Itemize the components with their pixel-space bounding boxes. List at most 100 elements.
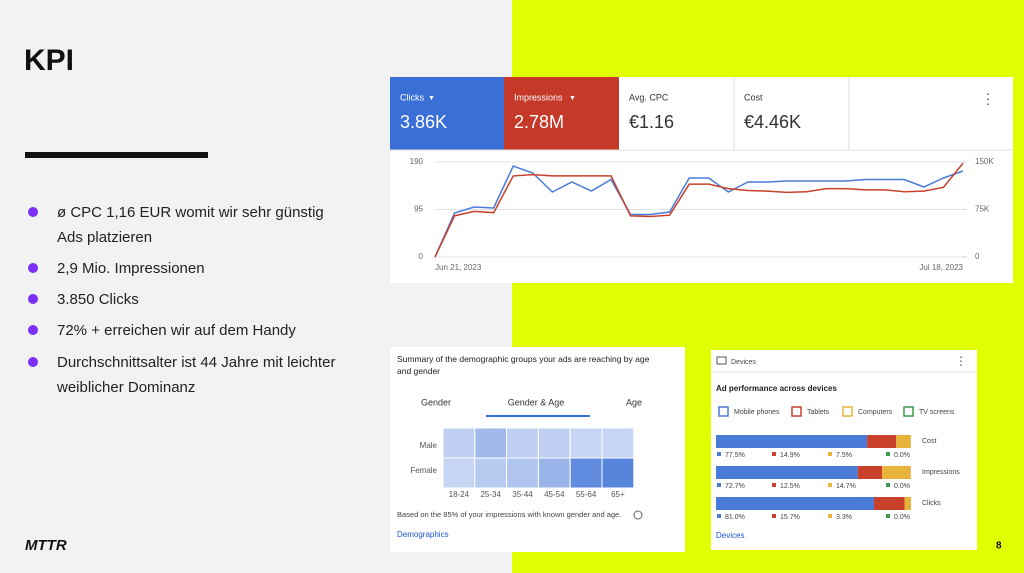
heat-cell	[537, 427, 571, 459]
metric-label[interactable]: Impressions	[514, 92, 563, 102]
dropdown-arrow: ▼	[569, 95, 576, 102]
page-number: 8	[996, 541, 1002, 552]
value-label: 77.5%	[725, 452, 745, 459]
metric-select[interactable]: Clicks	[922, 500, 941, 507]
y2-tick-label: 75K	[975, 205, 990, 214]
bullet: 72% + erreichen wir auf dem Handy	[57, 322, 296, 339]
line-series	[434, 165, 964, 258]
dropdown-arrow: ▼	[428, 95, 435, 102]
metric-value: 2.78M	[514, 112, 564, 132]
card-bg	[504, 77, 619, 150]
x-tick-label: Jul 18, 2023	[919, 263, 963, 272]
device-icon	[716, 356, 727, 365]
card-bg	[390, 77, 504, 150]
label-swatch	[828, 514, 832, 518]
bullet: ø CPC 1,16 EUR womit wir sehr günstig Ad…	[57, 204, 324, 246]
y2-tick-label: 150K	[975, 157, 994, 166]
value-label: 15.7%	[780, 514, 800, 521]
column-label: 65+	[611, 490, 625, 499]
heat-cell	[474, 457, 508, 489]
y-tick-label: 190	[410, 157, 424, 166]
bullet-dot	[28, 325, 38, 335]
label-swatch	[828, 483, 832, 487]
y2-tick-label: 0	[975, 252, 980, 261]
heat-cell	[601, 427, 635, 459]
label-swatch	[717, 514, 721, 518]
column-label: 45-54	[544, 490, 565, 499]
legend-swatch	[842, 406, 853, 417]
label-swatch	[886, 452, 890, 456]
panel-title: Summary of the demographic groups your a…	[397, 354, 650, 376]
heat-cell	[506, 457, 539, 489]
metric-label[interactable]: Clicks	[400, 92, 424, 102]
metric-label: Cost	[744, 92, 763, 102]
link[interactable]: Devices	[716, 531, 744, 540]
note: Based on the 85% of your impressions wit…	[397, 510, 621, 519]
bar-segment	[716, 497, 874, 510]
label-swatch	[886, 483, 890, 487]
bar-segment	[857, 466, 883, 479]
x-tick-label: Jun 21, 2023	[435, 263, 482, 272]
bar-segment	[867, 435, 897, 448]
heat-cell	[442, 457, 476, 489]
value-label: 14.7%	[836, 483, 856, 490]
bullet: 3.850 Clicks	[57, 291, 139, 308]
heat-cell	[474, 427, 508, 459]
column-label: 25-34	[480, 490, 501, 499]
y-tick-label: 0	[419, 252, 424, 261]
logo: MTTR	[25, 537, 67, 554]
bar-segment	[896, 435, 911, 448]
info-icon	[633, 510, 643, 520]
legend-label: Computers	[858, 409, 893, 416]
heat-cell	[569, 457, 603, 489]
tab[interactable]: Gender	[421, 397, 451, 407]
metric-value: €1.16	[629, 112, 674, 132]
heat-cell	[506, 427, 539, 459]
label-swatch	[886, 514, 890, 518]
value-label: 7.5%	[836, 452, 852, 459]
bar-segment	[882, 466, 911, 479]
legend-swatch	[903, 406, 914, 417]
label-swatch	[828, 452, 832, 456]
metric-label: Avg. CPC	[629, 92, 669, 102]
label-swatch	[772, 514, 776, 518]
legend-label: TV screens	[919, 409, 955, 416]
menu-icon[interactable]: ⋮	[981, 91, 995, 107]
column-label: 18-24	[449, 490, 470, 499]
label-swatch	[717, 483, 721, 487]
y-tick-label: 95	[414, 205, 423, 214]
metric-select[interactable]: Cost	[922, 438, 936, 445]
heat-cell	[569, 427, 603, 459]
bullet: 2,9 Mio. Impressionen	[57, 260, 205, 277]
value-label: 0.0%	[894, 514, 910, 521]
value-label: 0.0%	[894, 483, 910, 490]
panel-title: Ad performance across devices	[716, 384, 837, 393]
value-label: 12.5%	[780, 483, 800, 490]
demographics-panel	[390, 347, 685, 552]
value-label: 72.7%	[725, 483, 745, 490]
label-swatch	[717, 452, 721, 456]
bullet-dot	[28, 294, 38, 304]
bar-segment	[873, 497, 905, 510]
legend-label: Mobile phones	[734, 409, 780, 416]
title: KPI	[24, 44, 74, 77]
metric-select[interactable]: Impressions	[922, 469, 960, 476]
row-label: Male	[420, 441, 438, 450]
legend-swatch	[791, 406, 802, 417]
tab[interactable]: Age	[626, 397, 642, 407]
row-label: Female	[410, 466, 437, 475]
line-series	[434, 162, 964, 258]
heat-cell	[601, 457, 635, 489]
tab[interactable]: Gender & Age	[508, 397, 565, 407]
bar-segment	[904, 497, 911, 510]
heat-cell	[537, 457, 571, 489]
bar-segment	[716, 435, 868, 448]
bullet-dot	[28, 263, 38, 273]
link[interactable]: Demographics	[397, 530, 449, 539]
legend-label: Tablets	[807, 409, 830, 416]
value-label: 3.3%	[836, 514, 852, 521]
metric-value: €4.46K	[744, 112, 801, 132]
menu-icon[interactable]: ⋮	[955, 354, 967, 368]
